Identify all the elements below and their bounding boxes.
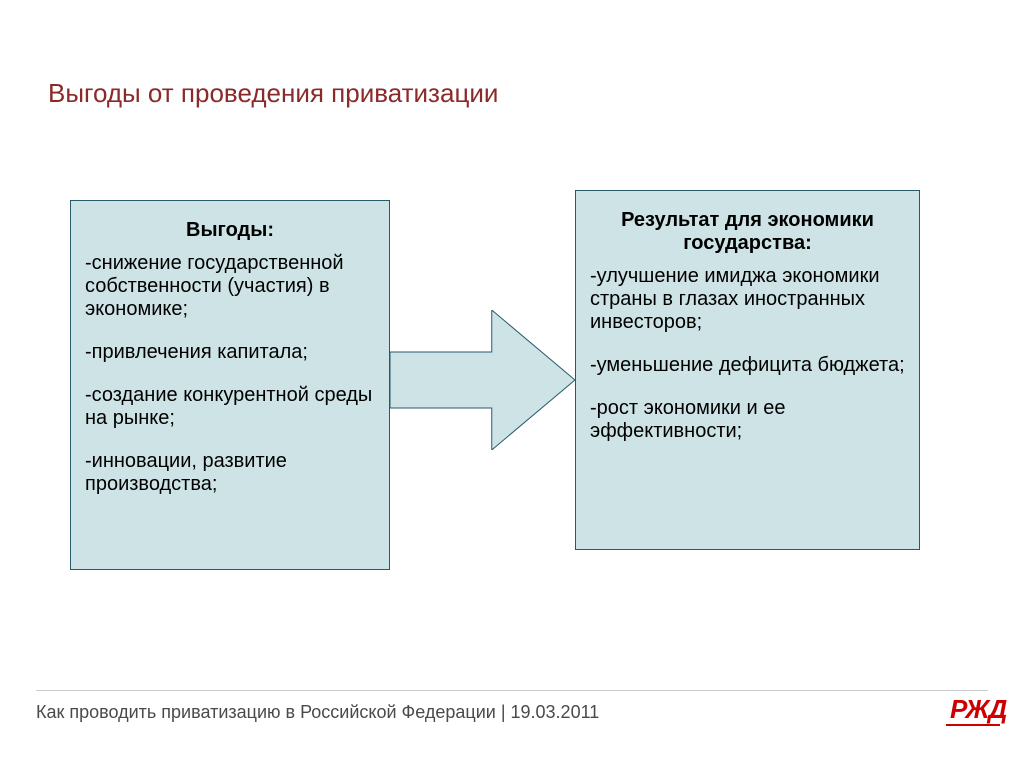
benefits-title: Выгоды: bbox=[85, 219, 375, 242]
footer-separator: | bbox=[501, 702, 511, 722]
benefits-item bbox=[85, 434, 375, 446]
slide-title: Выгоды от проведения приватизации bbox=[48, 78, 498, 109]
benefits-item: -инновации, развитие производства; bbox=[85, 450, 375, 496]
results-item: -рост экономики и ее эффективности; bbox=[590, 397, 905, 443]
footer-title: Как проводить приватизацию в Российской … bbox=[36, 702, 496, 722]
results-item bbox=[590, 338, 905, 350]
results-item: -улучшение имиджа экономики страны в гла… bbox=[590, 265, 905, 334]
results-item bbox=[590, 381, 905, 393]
benefits-box: Выгоды: -снижение государственной собств… bbox=[70, 200, 390, 570]
benefits-item: -привлечения капитала; bbox=[85, 341, 375, 364]
footer-divider bbox=[36, 690, 988, 691]
benefits-item: -создание конкурентной среды на рынке; bbox=[85, 384, 375, 430]
results-box: Результат для экономики государства: -ул… bbox=[575, 190, 920, 550]
benefits-item: -снижение государственной собственности … bbox=[85, 252, 375, 321]
arrow-icon bbox=[390, 310, 575, 450]
footer-date: 19.03.2011 bbox=[511, 702, 600, 722]
rzd-logo: РЖД bbox=[950, 694, 1006, 725]
benefits-item bbox=[85, 325, 375, 337]
results-title: Результат для экономики государства: bbox=[590, 209, 905, 255]
slide: Выгоды от проведения приватизации Выгоды… bbox=[0, 0, 1024, 768]
benefits-item bbox=[85, 368, 375, 380]
results-item: -уменьшение дефицита бюджета; bbox=[590, 354, 905, 377]
rzd-logo-underline bbox=[946, 724, 1000, 726]
footer-text: Как проводить приватизацию в Российской … bbox=[36, 702, 599, 723]
